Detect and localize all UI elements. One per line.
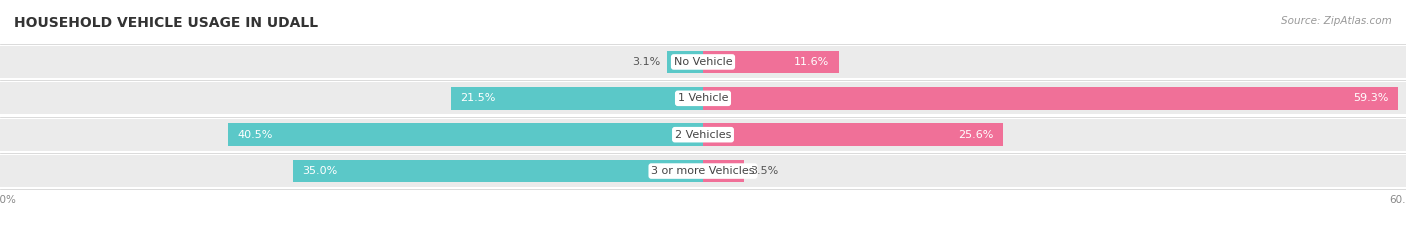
Bar [0,119,1406,151]
Text: 11.6%: 11.6% [794,57,830,67]
Text: 3.1%: 3.1% [633,57,661,67]
Bar [666,51,703,73]
Text: 59.3%: 59.3% [1353,93,1389,103]
Text: 25.6%: 25.6% [959,130,994,140]
Bar [703,123,1002,146]
Text: No Vehicle: No Vehicle [673,57,733,67]
Bar [703,160,744,182]
Text: 2 Vehicles: 2 Vehicles [675,130,731,140]
Bar [0,46,1406,78]
Text: 21.5%: 21.5% [461,93,496,103]
Text: HOUSEHOLD VEHICLE USAGE IN UDALL: HOUSEHOLD VEHICLE USAGE IN UDALL [14,16,318,30]
Text: 3.5%: 3.5% [749,166,778,176]
Bar [229,123,703,146]
Text: 35.0%: 35.0% [302,166,337,176]
Text: 3 or more Vehicles: 3 or more Vehicles [651,166,755,176]
Text: 40.5%: 40.5% [238,130,273,140]
Bar [292,160,703,182]
Text: Source: ZipAtlas.com: Source: ZipAtlas.com [1281,16,1392,26]
Bar [703,51,839,73]
Bar [451,87,703,110]
Bar [0,82,1406,114]
Bar [703,87,1398,110]
Text: 1 Vehicle: 1 Vehicle [678,93,728,103]
Bar [0,155,1406,187]
